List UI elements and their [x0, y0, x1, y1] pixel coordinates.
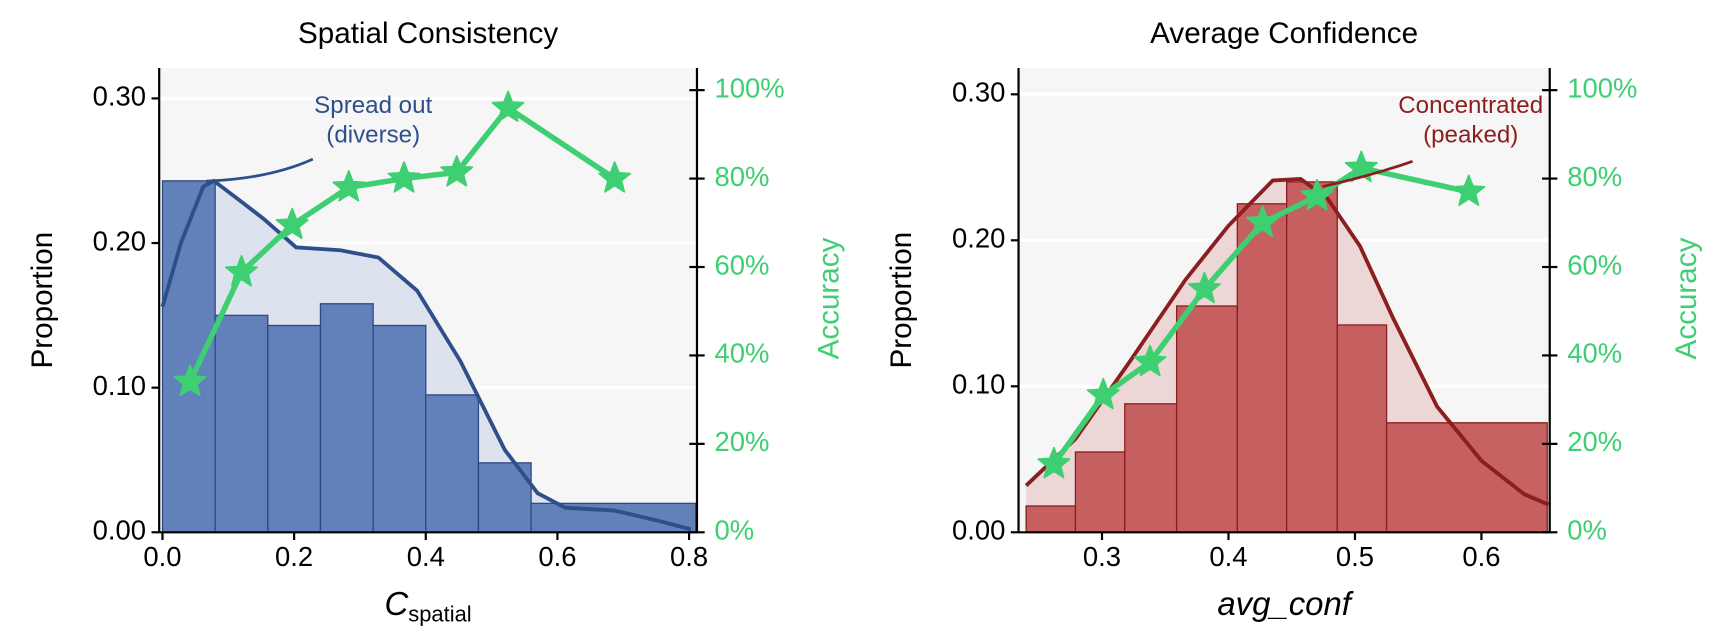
- x-tick-label: 0.3: [1083, 541, 1121, 572]
- y-tick-label: 0.00: [952, 515, 1005, 546]
- star-marker: [275, 207, 309, 240]
- x-axis-label-sub: spatial: [408, 601, 471, 626]
- y2-axis-label: Accuracy: [1670, 237, 1703, 359]
- y-tick-label: 0.30: [952, 77, 1005, 108]
- bar: [530, 502, 697, 533]
- star-marker: [598, 161, 632, 193]
- x-tick-label: 0.6: [538, 541, 576, 572]
- x-axis-label: avg_conf: [1217, 585, 1353, 622]
- star-marker: [491, 90, 525, 122]
- x-tick-label: 0.6: [1462, 541, 1500, 572]
- y-tick-label: 0.20: [952, 223, 1005, 254]
- bar: [425, 394, 480, 533]
- y2-tick-label: 100%: [1567, 72, 1637, 103]
- x-tick-label: 0.2: [275, 541, 313, 572]
- star-marker: [1246, 205, 1280, 237]
- bar: [1336, 324, 1388, 533]
- annotation-arrow: [206, 157, 314, 183]
- x-tick-label: 0.0: [143, 541, 181, 572]
- x-tick-label: 0.5: [1336, 541, 1374, 572]
- x-axis-label-main: C: [384, 585, 408, 622]
- bar: [161, 180, 216, 533]
- y2-tick-label: 40%: [1567, 338, 1622, 369]
- x-axis-label: Cspatial: [384, 585, 471, 627]
- y2-axis-label: Accuracy: [813, 237, 846, 359]
- bar: [1124, 403, 1178, 533]
- annotation: Spread out: [314, 92, 432, 119]
- x-tick-label: 0.8: [670, 541, 708, 572]
- y2-tick-label: 0%: [715, 515, 755, 546]
- x-axis-label-main: avg_conf: [1217, 585, 1353, 622]
- star-marker: [1187, 271, 1221, 304]
- star-marker: [1300, 178, 1334, 211]
- star-marker: [440, 155, 474, 187]
- star-marker: [1086, 377, 1120, 410]
- annotation: (peaked): [1423, 121, 1518, 148]
- bar: [1236, 203, 1288, 533]
- x-tick-label: 0.4: [1209, 541, 1247, 572]
- y2-tick-label: 100%: [715, 72, 785, 103]
- chart-title: Spatial Consistency: [298, 17, 558, 50]
- annotation: (diverse): [326, 121, 420, 148]
- y-axis-label: Proportion: [26, 232, 59, 369]
- bar: [267, 324, 322, 533]
- bar: [1286, 181, 1338, 533]
- y2-tick-label: 80%: [715, 161, 770, 192]
- y2-tick-label: 20%: [1567, 426, 1622, 457]
- y-tick-label: 0.20: [93, 225, 146, 256]
- x-tick-label: 0.4: [407, 541, 445, 572]
- star-marker: [332, 170, 366, 202]
- y-tick-label: 0.00: [93, 515, 146, 546]
- star-marker: [173, 364, 207, 397]
- bar: [1074, 451, 1126, 533]
- star-marker: [1452, 174, 1486, 206]
- star-marker: [1037, 446, 1071, 479]
- star-marker: [224, 255, 258, 287]
- star-marker: [387, 161, 421, 193]
- star-marker: [1133, 344, 1167, 377]
- y2-tick-label: 40%: [715, 338, 770, 369]
- kde-line: [160, 178, 692, 532]
- y2-tick-label: 20%: [715, 426, 770, 457]
- y2-tick-label: 60%: [715, 249, 770, 280]
- bar: [1175, 305, 1238, 533]
- y-axis-label: Proportion: [885, 232, 918, 369]
- bar: [372, 324, 427, 533]
- y-tick-label: 0.30: [93, 81, 146, 112]
- y2-tick-label: 60%: [1567, 249, 1622, 280]
- star-marker: [1344, 150, 1378, 183]
- annotation-arrow: [1322, 160, 1413, 188]
- annotation: Concentrated: [1398, 92, 1543, 119]
- y2-tick-label: 80%: [1567, 161, 1622, 192]
- bar: [1025, 505, 1077, 533]
- y-tick-label: 0.10: [93, 370, 146, 401]
- y-tick-label: 0.10: [952, 369, 1005, 400]
- bar: [214, 314, 269, 533]
- y2-tick-label: 0%: [1567, 515, 1607, 546]
- bar: [319, 303, 374, 533]
- bar: [1385, 422, 1548, 533]
- chart-title: Average Confidence: [1150, 17, 1418, 50]
